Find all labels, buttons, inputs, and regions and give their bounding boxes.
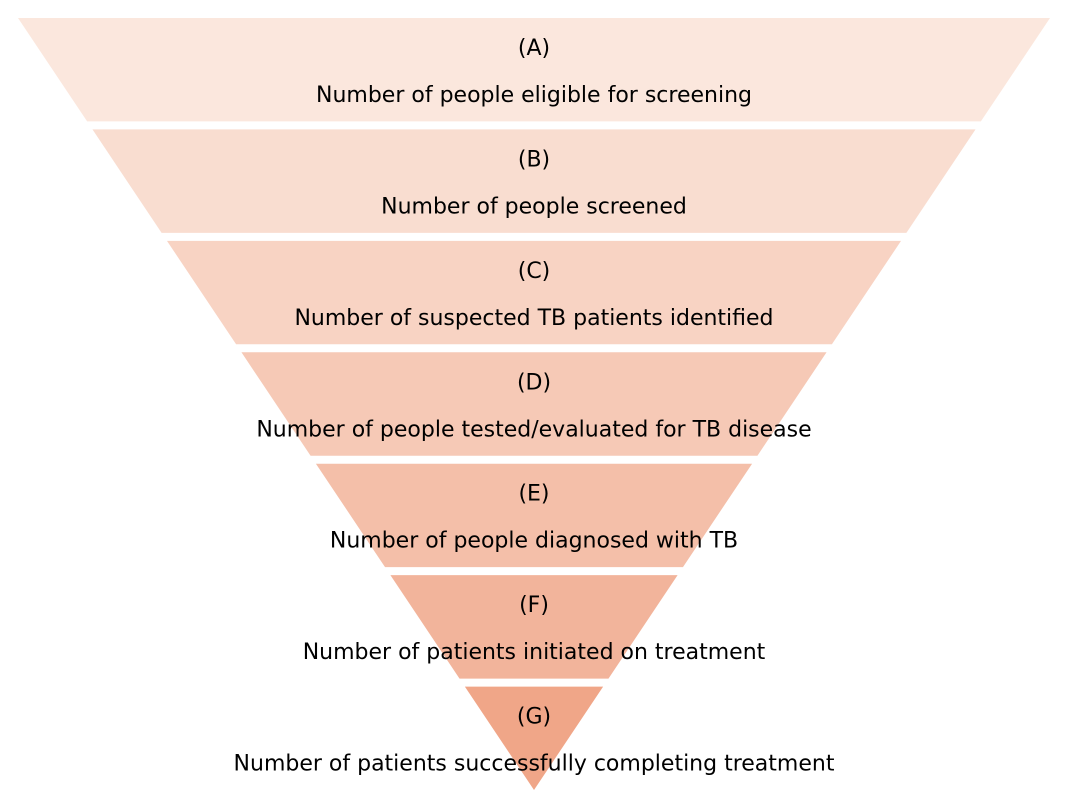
level-text: Number of people tested/evaluated for TB… [256,417,811,442]
level-text: Number of people eligible for screening [316,83,752,108]
level-label: (G) [517,705,551,730]
funnel-level [315,463,753,568]
level-label: (B) [518,147,550,172]
level-label: (A) [518,36,550,61]
funnel-level [390,575,678,679]
level-label: (F) [519,593,549,618]
funnel-level [464,686,604,790]
level-label: (D) [517,370,551,395]
level-label: (E) [518,482,549,507]
level-text: Number of patients successfully completi… [234,752,835,777]
funnel-level [92,129,976,233]
funnel-level [241,352,827,456]
level-text: Number of patients initiated on treatmen… [303,640,766,665]
level-text: Number of people screened [381,194,687,219]
funnel-level [166,240,902,345]
level-text: Number of suspected TB patients identifi… [294,306,773,331]
funnel-level [18,18,1050,122]
level-label: (C) [518,259,551,284]
level-text: Number of people diagnosed with TB [330,529,738,554]
